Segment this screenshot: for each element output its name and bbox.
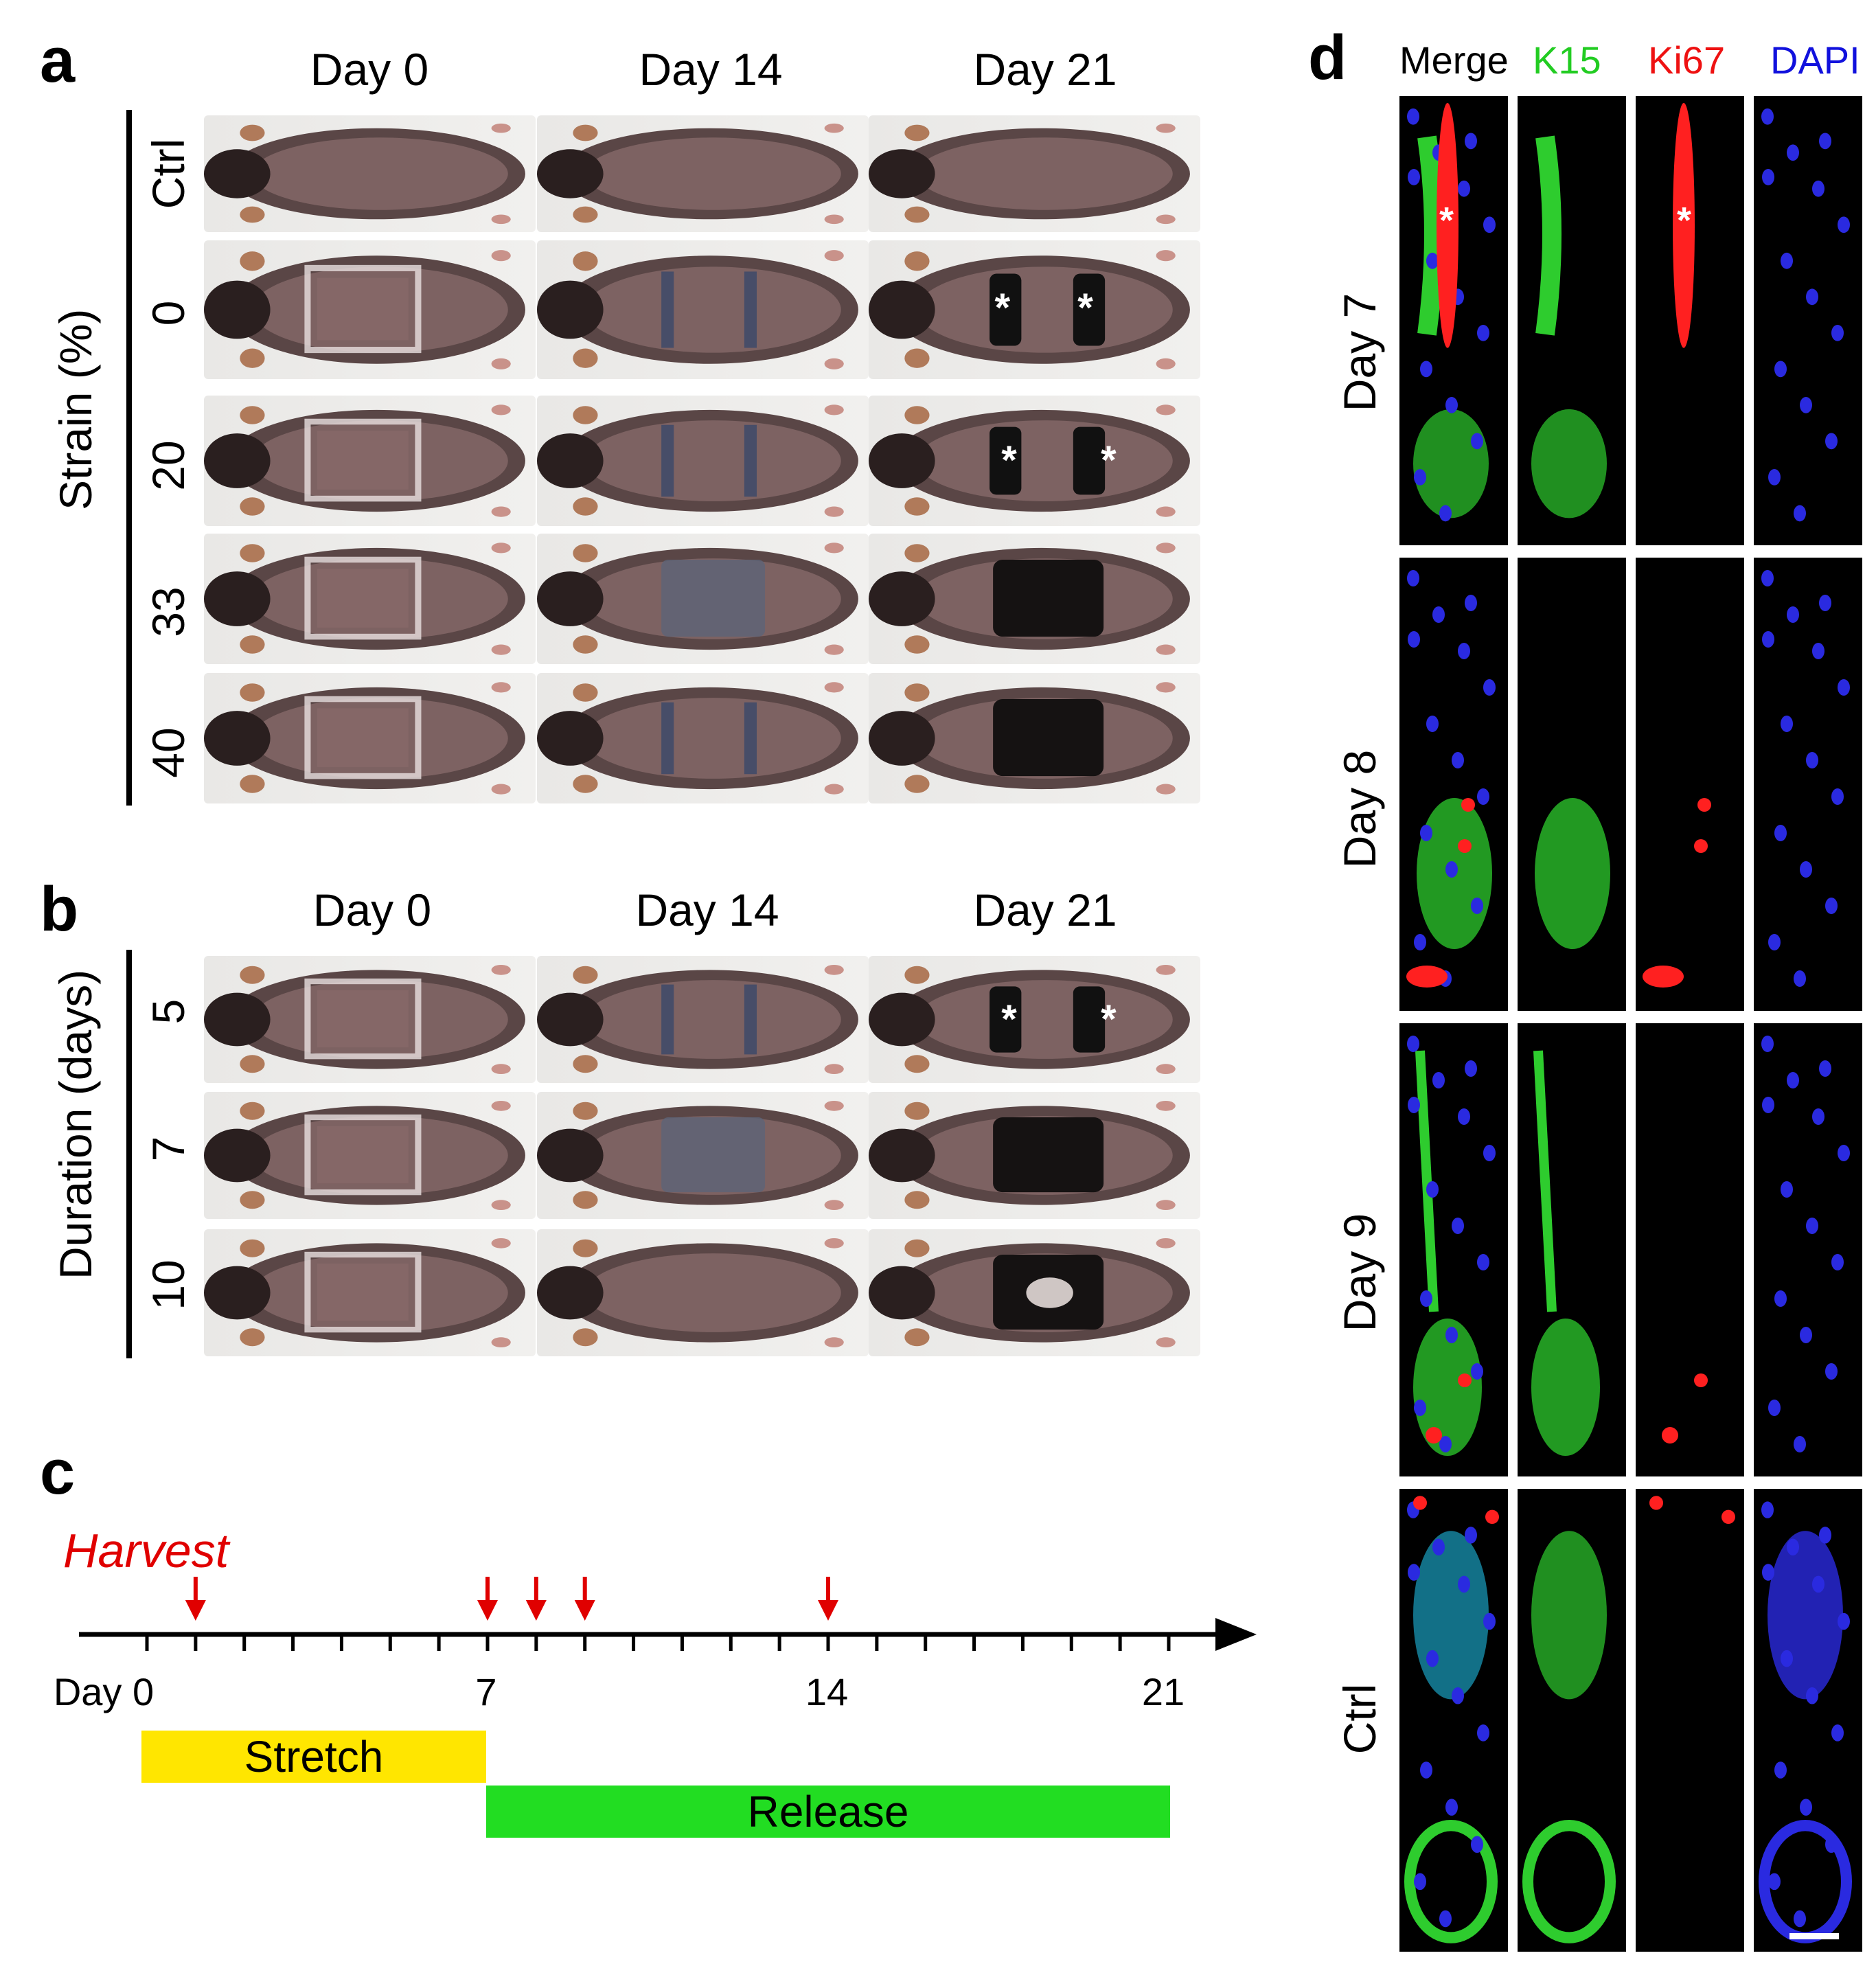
micrograph-day7-ki67: * (1636, 96, 1744, 545)
micrograph-day7-dapi (1754, 96, 1862, 545)
panel-d-row-day7: Day 7 (1334, 293, 1385, 412)
micrograph-ctrl-ki67 (1636, 1489, 1744, 1952)
panel-b-photo-7-col1 (537, 1092, 869, 1219)
micrograph-day9-merge (1399, 1023, 1508, 1476)
micrograph-ctrl-dapi (1754, 1489, 1862, 1952)
panel-a-photo-20-col1 (537, 396, 869, 526)
panel-a-row-40: 40 (143, 727, 194, 778)
panel-b-asterisk-5-0: * (1001, 997, 1017, 1042)
panel-b-photo-5-col1 (537, 956, 869, 1083)
panel-a-col-day14: Day 14 (639, 44, 783, 95)
micrograph-day8-k15 (1518, 558, 1626, 1011)
panel-b-photo-7-col0 (204, 1092, 536, 1219)
panel-a-photo-ctrl-col0 (204, 115, 536, 232)
panel-a-asterisk-0-1: * (1077, 285, 1093, 330)
panel-b-col-day0: Day 0 (312, 885, 432, 935)
panel-b-photo-10-col1 (537, 1229, 869, 1356)
panel-d-letter: d (1308, 23, 1347, 93)
micrograph-asterisk-ki67: * (1677, 200, 1692, 241)
panel-c-letter: c (40, 1437, 76, 1507)
panel-a-photo-20-col0 (204, 396, 536, 526)
panel-a-col-day0: Day 0 (310, 44, 429, 95)
panel-a-photo-20-col2: * * (869, 396, 1200, 526)
panel-b-photo-10-col0 (204, 1229, 536, 1356)
panel-a-photo-40-col1 (537, 673, 869, 803)
panel-b-row-title: Duration (days) (50, 969, 101, 1279)
micrograph-ctrl-merge (1399, 1489, 1508, 1952)
channel-dapi: DAPI (1770, 38, 1860, 82)
release-bar (486, 1786, 1170, 1838)
stretch-bar (141, 1731, 486, 1783)
tick-label-14: 14 (805, 1670, 849, 1713)
panel-b-col-day21: Day 21 (973, 885, 1117, 935)
harvest-arrow-day1 (185, 1577, 206, 1621)
panel-a-row-0: 0 (143, 300, 194, 326)
micrograph-day9-dapi (1754, 1023, 1862, 1476)
panel-a-photo-33-col2 (869, 534, 1200, 664)
micrograph-day8-ki67 (1636, 558, 1744, 1011)
panel-a-photo-33-col0 (204, 534, 536, 664)
panel-a-photo-0-col2: * * (869, 240, 1200, 379)
timeline-axis (79, 1577, 1257, 1651)
release-label: Release (747, 1787, 909, 1836)
panel-b-row-5: 5 (143, 999, 194, 1025)
micrograph-day9-ki67 (1636, 1023, 1744, 1476)
panel-a-row-ctrl: Ctrl (143, 138, 194, 209)
panel-b-photo-5-col2: * * (869, 956, 1200, 1083)
panel-b-bracket-line (126, 950, 132, 1358)
micrograph-day7-merge: * (1399, 96, 1508, 545)
panel-a-row-33: 33 (143, 586, 194, 637)
panel-b-photo-10-col2 (869, 1229, 1200, 1356)
stretch-label: Stretch (244, 1732, 384, 1781)
harvest-arrow-day14 (818, 1577, 838, 1621)
panel-a-photo-ctrl-col2 (869, 115, 1200, 232)
tick-label-day0: Day 0 (53, 1670, 155, 1713)
channel-k15: K15 (1533, 38, 1601, 82)
panel-a-asterisk-20-1: * (1101, 437, 1117, 483)
tick-label-21: 21 (1141, 1670, 1185, 1713)
panel-a-bracket-line (126, 110, 132, 806)
harvest-arrow-day9 (574, 1577, 595, 1621)
panel-a-photo-40-col0 (204, 673, 536, 803)
micrograph-day9-k15 (1518, 1023, 1626, 1476)
harvest-label: Harvest (63, 1524, 229, 1577)
panel-d-row-day8: Day 8 (1334, 749, 1385, 869)
panel-a-letter: a (40, 25, 76, 95)
harvest-arrow-day7 (477, 1577, 498, 1621)
panel-a-photo-0-col1 (537, 240, 869, 379)
panel-b-row-10: 10 (143, 1259, 194, 1310)
panel-d-row-day9: Day 9 (1334, 1213, 1385, 1332)
micrograph-day7-k15 (1518, 96, 1626, 545)
panel-b-photo-7-col2 (869, 1092, 1200, 1219)
panel-b-row-7: 7 (143, 1136, 194, 1162)
micrograph-day8-dapi (1754, 558, 1862, 1011)
panel-b-asterisk-5-1: * (1101, 997, 1117, 1042)
panel-a-row-title: Strain (%) (50, 308, 101, 510)
micrograph-day8-merge (1399, 558, 1508, 1011)
tick-label-7: 7 (475, 1670, 497, 1713)
panel-a-photo-0-col0 (204, 240, 536, 379)
panel-a-photo-ctrl-col1 (537, 115, 869, 232)
panel-a-asterisk-20-0: * (1001, 437, 1017, 483)
panel-b-photo-5-col0 (204, 956, 536, 1083)
panel-a-asterisk-0-0: * (994, 285, 1011, 330)
harvest-arrow-day8 (525, 1577, 547, 1621)
panel-b-col-day14: Day 14 (635, 885, 779, 935)
channel-ki67: Ki67 (1648, 38, 1726, 82)
micrograph-ctrl-k15 (1518, 1489, 1626, 1952)
panel-a-photo-40-col2 (869, 673, 1200, 803)
panel-d-row-ctrl: Ctrl (1334, 1683, 1385, 1755)
channel-merge: Merge (1399, 38, 1509, 82)
scale-bar (1789, 1933, 1839, 1939)
panel-a-row-20: 20 (143, 440, 194, 491)
micrograph-asterisk-merge: * (1439, 200, 1454, 241)
panel-a-col-day21: Day 21 (973, 44, 1117, 95)
panel-a-photo-33-col1 (537, 534, 869, 664)
panel-b-letter: b (40, 874, 79, 944)
